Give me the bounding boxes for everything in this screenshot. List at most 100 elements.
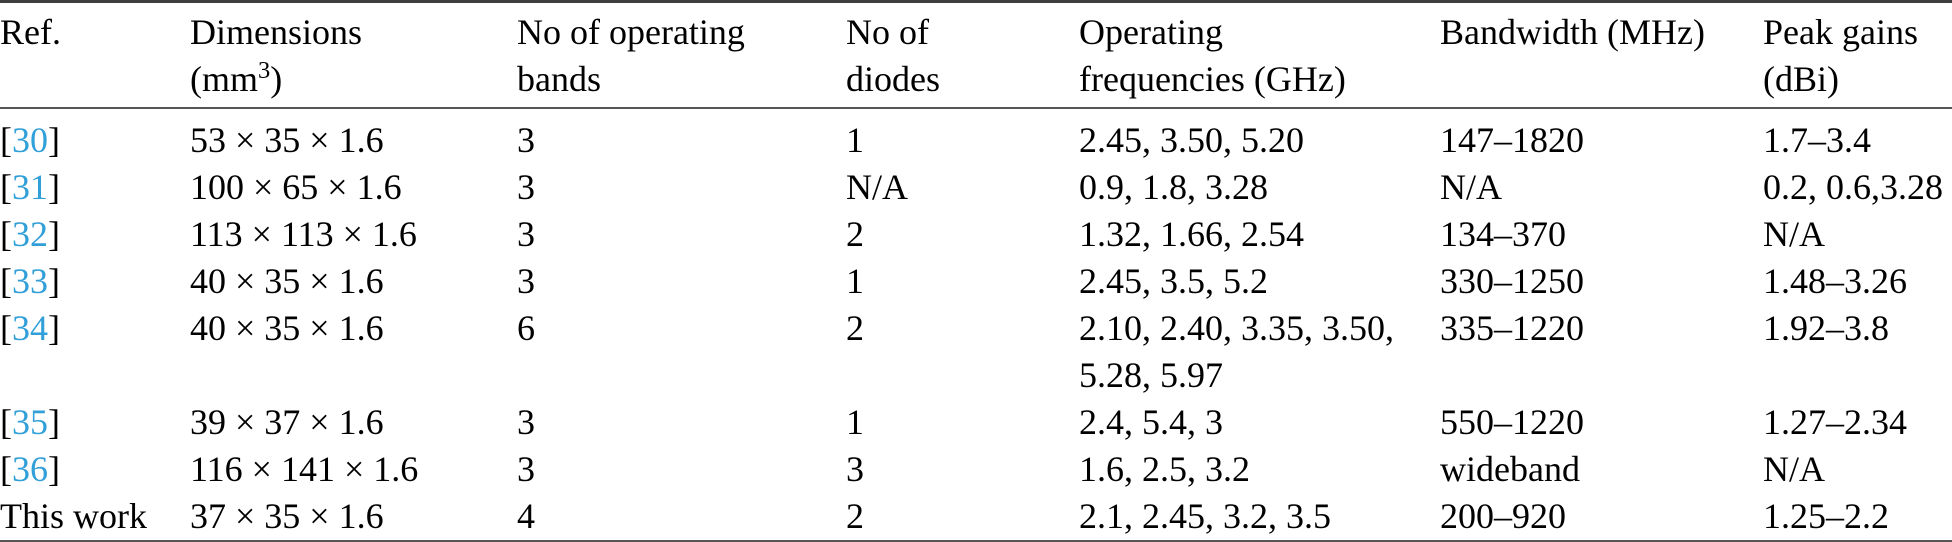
bands-cell: 4 xyxy=(517,496,535,536)
table-row: [31] 100 × 65 × 1.6 3 N/A 0.9, 1.8, 3.28… xyxy=(0,164,1952,211)
ref-bracket-close: ] xyxy=(48,167,60,207)
unit-superscript: 3 xyxy=(258,57,271,84)
bandwidth-cell: 550–1220 xyxy=(1440,402,1584,442)
unit-prefix: (mm xyxy=(190,59,258,99)
citation-link-35[interactable]: 35 xyxy=(12,402,48,442)
frequencies-cell: 1.32, 1.66, 2.54 xyxy=(1079,214,1304,254)
dimensions-cell: 37 × 35 × 1.6 xyxy=(190,496,384,536)
col-header-frequencies: Operating frequencies (GHz) xyxy=(1079,1,1440,109)
dimensions-cell: 53 × 35 × 1.6 xyxy=(190,120,384,160)
bandwidth-cell: 330–1250 xyxy=(1440,261,1584,301)
ref-cell: [31] xyxy=(0,164,190,211)
ref-bracket-close: ] xyxy=(48,261,60,301)
bandwidth-cell: 147–1820 xyxy=(1440,120,1584,160)
ref-cell: This work xyxy=(0,493,190,542)
ref-bracket-open: [ xyxy=(0,449,12,489)
table-row: [33] 40 × 35 × 1.6 3 1 2.45, 3.5, 5.2 33… xyxy=(0,258,1952,305)
col-header-peak-gains-line1: Peak gains xyxy=(1763,12,1918,52)
diodes-cell: 2 xyxy=(846,496,864,536)
diodes-cell: 1 xyxy=(846,120,864,160)
diodes-cell: 3 xyxy=(846,449,864,489)
frequencies-cell: 2.1, 2.45, 3.2, 3.5 xyxy=(1079,496,1331,536)
col-header-bandwidth: Bandwidth (MHz) xyxy=(1440,1,1763,109)
col-header-bands: No of operating bands xyxy=(517,1,846,109)
peak-gains-cell: 0.2, 0.6,3.28 xyxy=(1763,167,1943,207)
dimensions-cell: 40 × 35 × 1.6 xyxy=(190,261,384,301)
ref-bracket-open: [ xyxy=(0,167,12,207)
frequencies-cell: 1.6, 2.5, 3.2 xyxy=(1079,449,1250,489)
ref-bracket-open: [ xyxy=(0,308,12,348)
frequencies-cell: 2.10, 2.40, 3.35, 3.50, 5.28, 5.97 xyxy=(1079,308,1394,395)
diodes-cell: 2 xyxy=(846,308,864,348)
citation-link-30[interactable]: 30 xyxy=(12,120,48,160)
dimensions-cell: 40 × 35 × 1.6 xyxy=(190,308,384,348)
col-header-dimensions-label: Dimensions xyxy=(190,12,363,52)
col-header-bands-line1: No of operating xyxy=(517,12,745,52)
ref-bracket-close: ] xyxy=(48,120,60,160)
frequencies-cell: 2.45, 3.5, 5.2 xyxy=(1079,261,1268,301)
col-header-ref: Ref. xyxy=(0,1,190,109)
peak-gains-cell: 1.25–2.2 xyxy=(1763,496,1889,536)
ref-cell: [32] xyxy=(0,211,190,258)
bandwidth-cell: 200–920 xyxy=(1440,496,1566,536)
ref-bracket-open: [ xyxy=(0,402,12,442)
diodes-cell: 1 xyxy=(846,402,864,442)
col-header-diodes-line2: diodes xyxy=(846,59,940,99)
ref-bracket-close: ] xyxy=(48,402,60,442)
col-header-dimensions: Dimensions (mm3) xyxy=(190,1,517,109)
col-header-ref-label: Ref. xyxy=(0,12,61,52)
bandwidth-cell: 134–370 xyxy=(1440,214,1566,254)
ref-cell: [34] xyxy=(0,305,190,399)
dimensions-cell: 113 × 113 × 1.6 xyxy=(190,214,417,254)
ref-bracket-close: ] xyxy=(48,308,60,348)
ref-bracket-open: [ xyxy=(0,214,12,254)
frequencies-cell: 0.9, 1.8, 3.28 xyxy=(1079,167,1268,207)
diodes-cell: 2 xyxy=(846,214,864,254)
col-header-bandwidth-label: Bandwidth (MHz) xyxy=(1440,12,1705,52)
frequencies-cell: 2.4, 5.4, 3 xyxy=(1079,402,1223,442)
peak-gains-cell: 1.48–3.26 xyxy=(1763,261,1907,301)
col-header-bands-line2: bands xyxy=(517,59,601,99)
bands-cell: 3 xyxy=(517,214,535,254)
bands-cell: 3 xyxy=(517,167,535,207)
frequencies-cell: 2.45, 3.50, 5.20 xyxy=(1079,120,1304,160)
ref-bracket-close: ] xyxy=(48,214,60,254)
citation-link-32[interactable]: 32 xyxy=(12,214,48,254)
col-header-peak-gains-line2: (dBi) xyxy=(1763,59,1839,99)
bandwidth-cell: wideband xyxy=(1440,449,1580,489)
bands-cell: 3 xyxy=(517,449,535,489)
ref-cell: [33] xyxy=(0,258,190,305)
col-header-diodes-line1: No of xyxy=(846,12,929,52)
table-row: [32] 113 × 113 × 1.6 3 2 1.32, 1.66, 2.5… xyxy=(0,211,1952,258)
this-work-label: This work xyxy=(0,496,147,536)
col-header-frequencies-line2: frequencies (GHz) xyxy=(1079,59,1346,99)
peak-gains-cell: N/A xyxy=(1763,214,1825,254)
ref-bracket-open: [ xyxy=(0,261,12,301)
col-header-frequencies-line1: Operating xyxy=(1079,12,1223,52)
table-row: [30] 53 × 35 × 1.6 3 1 2.45, 3.50, 5.20 … xyxy=(0,108,1952,164)
peak-gains-cell: 1.27–2.34 xyxy=(1763,402,1907,442)
bandwidth-cell: 335–1220 xyxy=(1440,308,1584,348)
dimensions-cell: 39 × 37 × 1.6 xyxy=(190,402,384,442)
peak-gains-cell: N/A xyxy=(1763,449,1825,489)
ref-cell: [36] xyxy=(0,446,190,493)
citation-link-36[interactable]: 36 xyxy=(12,449,48,489)
diodes-cell: N/A xyxy=(846,167,908,207)
header-row: Ref. Dimensions (mm3) No of operating ba… xyxy=(0,1,1952,109)
col-header-diodes: No of diodes xyxy=(846,1,1079,109)
bandwidth-cell: N/A xyxy=(1440,167,1502,207)
citation-link-34[interactable]: 34 xyxy=(12,308,48,348)
citation-link-31[interactable]: 31 xyxy=(12,167,48,207)
bands-cell: 3 xyxy=(517,120,535,160)
table-row-this-work: This work 37 × 35 × 1.6 4 2 2.1, 2.45, 3… xyxy=(0,493,1952,542)
dimensions-cell: 116 × 141 × 1.6 xyxy=(190,449,419,489)
peak-gains-cell: 1.7–3.4 xyxy=(1763,120,1871,160)
table-row: [36] 116 × 141 × 1.6 3 3 1.6, 2.5, 3.2 w… xyxy=(0,446,1952,493)
table-row: [34] 40 × 35 × 1.6 6 2 2.10, 2.40, 3.35,… xyxy=(0,305,1952,399)
col-header-peak-gains: Peak gains (dBi) xyxy=(1763,1,1952,109)
citation-link-33[interactable]: 33 xyxy=(12,261,48,301)
diodes-cell: 1 xyxy=(846,261,864,301)
ref-bracket-open: [ xyxy=(0,120,12,160)
